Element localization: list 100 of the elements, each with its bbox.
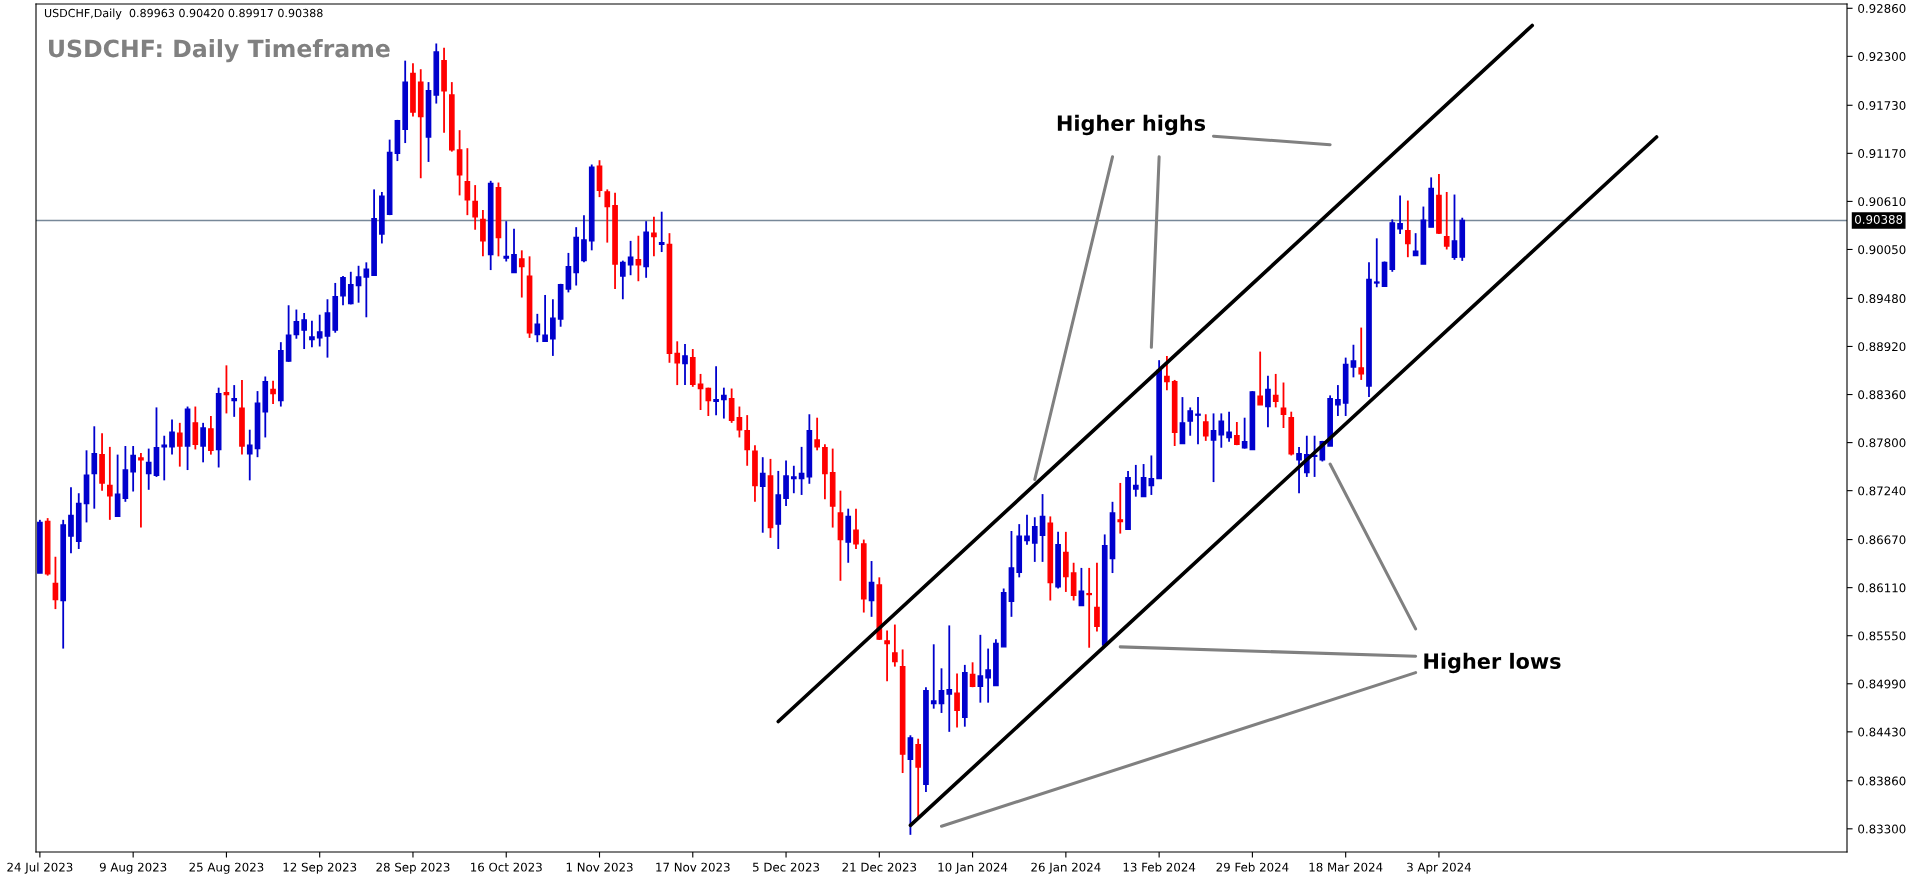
candlestick	[915, 737, 922, 819]
candlestick	[1132, 464, 1139, 498]
candlestick	[1296, 445, 1302, 495]
candlestick	[635, 234, 642, 283]
candlestick	[814, 416, 820, 452]
candlestick	[1443, 191, 1450, 251]
candlestick	[1373, 237, 1380, 289]
candlestick	[176, 421, 183, 468]
x-tick-label: 24 Jul 2023	[7, 862, 73, 874]
candlestick	[1218, 412, 1225, 449]
candlestick	[107, 445, 113, 521]
candlestick	[91, 425, 98, 510]
candlestick	[550, 298, 556, 357]
y-tick-label: 0.83300	[1858, 824, 1906, 834]
candlestick	[1164, 354, 1170, 392]
x-tick-label: 28 Sep 2023	[376, 862, 450, 874]
y-tick-label: 0.92860	[1858, 4, 1906, 13]
candlestick	[1202, 413, 1209, 442]
x-tick-label: 21 Dec 2023	[842, 862, 917, 872]
candlestick	[480, 209, 486, 258]
x-tick-label: 18 Mar 2024	[1309, 862, 1383, 872]
x-tick-label: 12 Sep 2023	[283, 862, 357, 874]
candlestick	[985, 647, 991, 704]
candlestick	[565, 252, 572, 294]
candlestick	[790, 464, 797, 495]
candlestick	[1078, 566, 1085, 607]
candlestick	[1405, 199, 1411, 259]
y-tick-label: 0.85550	[1858, 631, 1906, 641]
x-tick-label: 10 Jan 2024	[938, 862, 1008, 874]
candlestick	[1070, 561, 1077, 602]
candlestick	[744, 414, 751, 467]
candlestick	[1265, 374, 1271, 429]
candlestick	[208, 415, 214, 456]
candlestick	[1187, 406, 1194, 437]
candlestick	[114, 453, 121, 518]
x-tick-label: 29 Feb 2024	[1216, 862, 1289, 872]
candlestick	[270, 379, 276, 405]
candlestick	[223, 364, 230, 415]
candlestick	[1350, 343, 1357, 379]
candlestick	[518, 249, 525, 299]
ref-line-label: 0.90388	[1855, 214, 1903, 224]
annotation: Higher highs	[1057, 114, 1206, 136]
candlestick	[200, 421, 206, 464]
annotation: Higher lows	[1424, 652, 1561, 674]
candlestick	[1451, 193, 1458, 261]
candlestick	[472, 184, 478, 231]
candlestick	[581, 214, 587, 264]
candlestick	[954, 672, 960, 729]
candlestick	[192, 405, 199, 451]
y-tick-label: 0.92300	[1858, 52, 1906, 62]
candlestick	[130, 445, 136, 493]
y-tick-label: 0.86670	[1858, 535, 1906, 545]
candlestick	[946, 624, 953, 733]
candlestick	[347, 270, 354, 306]
candlestick	[161, 434, 168, 482]
candlestick	[1210, 412, 1217, 483]
x-tick-label: 13 Feb 2024	[1123, 862, 1196, 872]
candlestick	[1226, 410, 1232, 443]
candlestick	[534, 312, 541, 344]
candlestick	[1117, 482, 1124, 535]
y-tick-label: 0.87800	[1858, 438, 1906, 448]
candlestick	[651, 215, 657, 258]
x-tick-label: 5 Dec 2023	[753, 862, 820, 872]
y-tick-label: 0.84430	[1858, 727, 1906, 737]
candlestick	[511, 227, 517, 274]
candlestick	[705, 386, 712, 417]
candlestick	[759, 456, 766, 534]
y-tick-label: 0.88360	[1858, 390, 1906, 400]
candlestick	[1031, 516, 1038, 563]
candlestick	[682, 342, 688, 386]
candlestick	[1358, 326, 1365, 381]
candlestick	[930, 643, 937, 710]
annotation: USDCHF,Daily 0.89963 0.90420 0.89917 0.90388	[44, 8, 323, 20]
y-tick-label: 0.89480	[1858, 294, 1906, 304]
candlestick	[246, 428, 253, 482]
y-tick-label: 0.87240	[1858, 486, 1906, 496]
candlestick	[1272, 373, 1279, 409]
candlestick	[316, 313, 323, 348]
candlestick	[1094, 561, 1100, 633]
candlestick	[783, 459, 789, 508]
candlestick	[728, 387, 735, 424]
candlestick	[355, 264, 362, 304]
x-tick-label: 9 Aug 2023	[99, 862, 167, 874]
candlestick	[68, 486, 74, 555]
candlestick	[674, 340, 681, 386]
candlestick	[892, 623, 898, 668]
candlestick	[627, 239, 634, 277]
y-tick-label: 0.83860	[1858, 776, 1906, 786]
candlestick	[340, 275, 346, 307]
candlestick	[619, 259, 626, 301]
candlestick	[658, 210, 665, 253]
y-tick-label: 0.91170	[1858, 149, 1906, 158]
y-tick-label: 0.90050	[1858, 245, 1906, 255]
candlestick	[169, 418, 175, 456]
candlestick	[884, 629, 890, 683]
candlestick	[1412, 232, 1419, 257]
candlestick	[542, 294, 548, 343]
x-tick-label: 25 Aug 2023	[189, 862, 264, 874]
candlestick	[324, 298, 331, 359]
y-tick-label: 0.91730	[1858, 101, 1906, 110]
